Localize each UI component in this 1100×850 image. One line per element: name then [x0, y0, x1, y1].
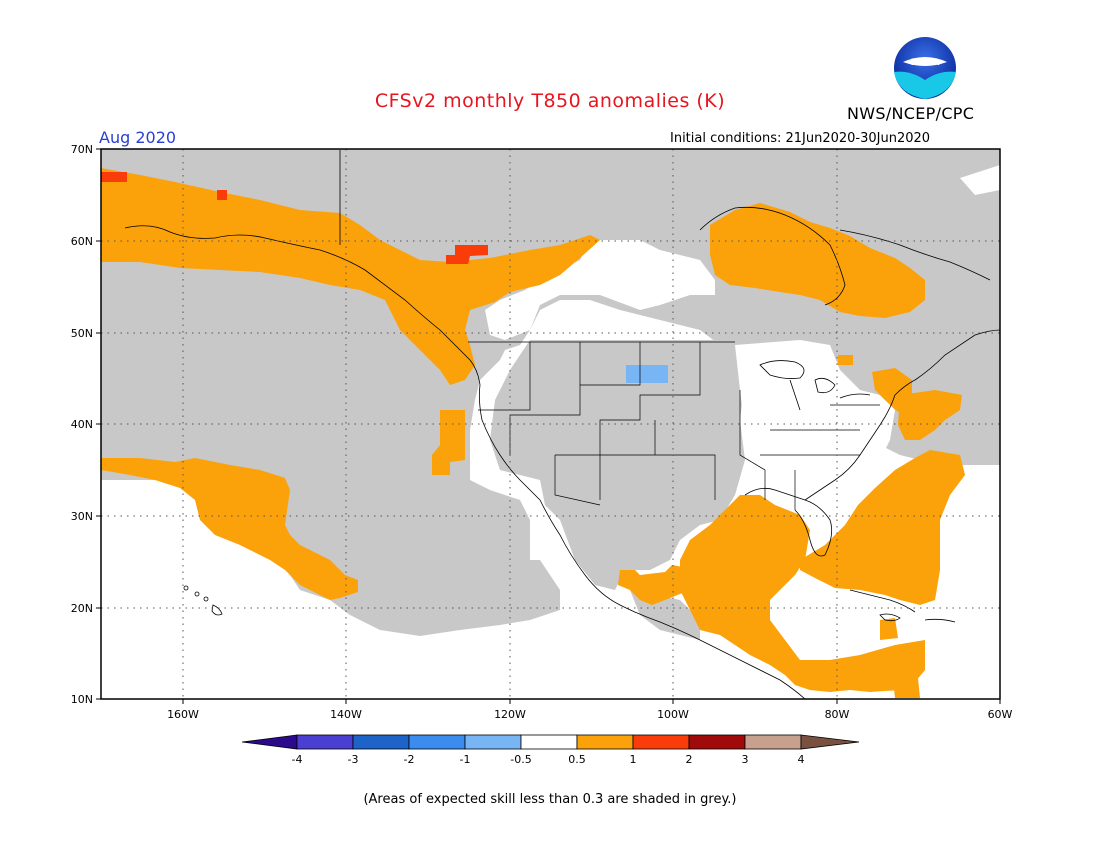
- colorbar-bin: [464, 734, 522, 750]
- colorbar-bin: [296, 734, 354, 750]
- colorbar-label: 4: [798, 753, 805, 766]
- lon-label-160w: 160W: [167, 708, 199, 721]
- lon-label-120w: 120W: [494, 708, 526, 721]
- lat-label-40n: 40N: [71, 418, 93, 431]
- graticule: [101, 149, 1000, 699]
- colorbar-bin: [408, 734, 466, 750]
- lon-label-140w: 140W: [330, 708, 362, 721]
- hawaii-islands: [183, 585, 223, 616]
- colorbar-label: 3: [742, 753, 749, 766]
- colorbar-bin: [576, 734, 634, 750]
- colorbar-bin: [744, 734, 802, 750]
- skill-footnote: (Areas of expected skill less than 0.3 a…: [363, 792, 737, 807]
- great-lakes: [759, 360, 871, 411]
- axis-ticks: [96, 148, 1001, 704]
- lat-label-20n: 20N: [71, 602, 93, 615]
- lat-label-30n: 30N: [71, 510, 93, 523]
- colorbar-bin: [520, 734, 578, 750]
- colorbar-label: 0.5: [568, 753, 586, 766]
- lon-label-100w: 100W: [657, 708, 689, 721]
- warm-anomaly-region: [101, 168, 965, 698]
- lat-label-70n: 70N: [71, 143, 93, 156]
- colorbar-bin: [688, 734, 746, 750]
- colorbar-label: -3: [348, 753, 359, 766]
- lon-label-80w: 80W: [825, 708, 850, 721]
- state-borders: [478, 342, 880, 510]
- colorbar-label: 1: [630, 753, 637, 766]
- initial-conditions-label: Initial conditions: 21Jun2020-30Jun2020: [670, 131, 931, 146]
- colorbar-label: -2: [404, 753, 415, 766]
- forecast-period-label: Aug 2020: [99, 128, 177, 147]
- agency-label: NWS/NCEP/CPC: [847, 104, 975, 123]
- colorbar: -4 -3 -2 -1 -0.5 0.5 1 2 3 4: [241, 734, 860, 766]
- colorbar-label: 2: [686, 753, 693, 766]
- cool-anomaly-region: [626, 365, 668, 383]
- colorbar-left-arrow: [241, 734, 298, 750]
- colorbar-label: -0.5: [510, 753, 531, 766]
- caribbean-islands: [849, 589, 956, 623]
- lat-label-10n: 10N: [71, 693, 93, 706]
- colorbar-bin: [632, 734, 690, 750]
- lat-label-50n: 50N: [71, 327, 93, 340]
- coastline-outlines: [124, 150, 1000, 699]
- colorbar-label: -1: [460, 753, 471, 766]
- colorbar-right-arrow: [800, 734, 860, 750]
- near-normal-region: [485, 165, 1000, 505]
- strong-warm-anomaly-region: [101, 172, 488, 264]
- map-title: CFSv2 monthly T850 anomalies (K): [374, 90, 726, 112]
- colorbar-bin: [352, 734, 410, 750]
- colorbar-label: -4: [292, 753, 303, 766]
- lat-label-60n: 60N: [71, 235, 93, 248]
- lon-label-60w: 60W: [988, 708, 1013, 721]
